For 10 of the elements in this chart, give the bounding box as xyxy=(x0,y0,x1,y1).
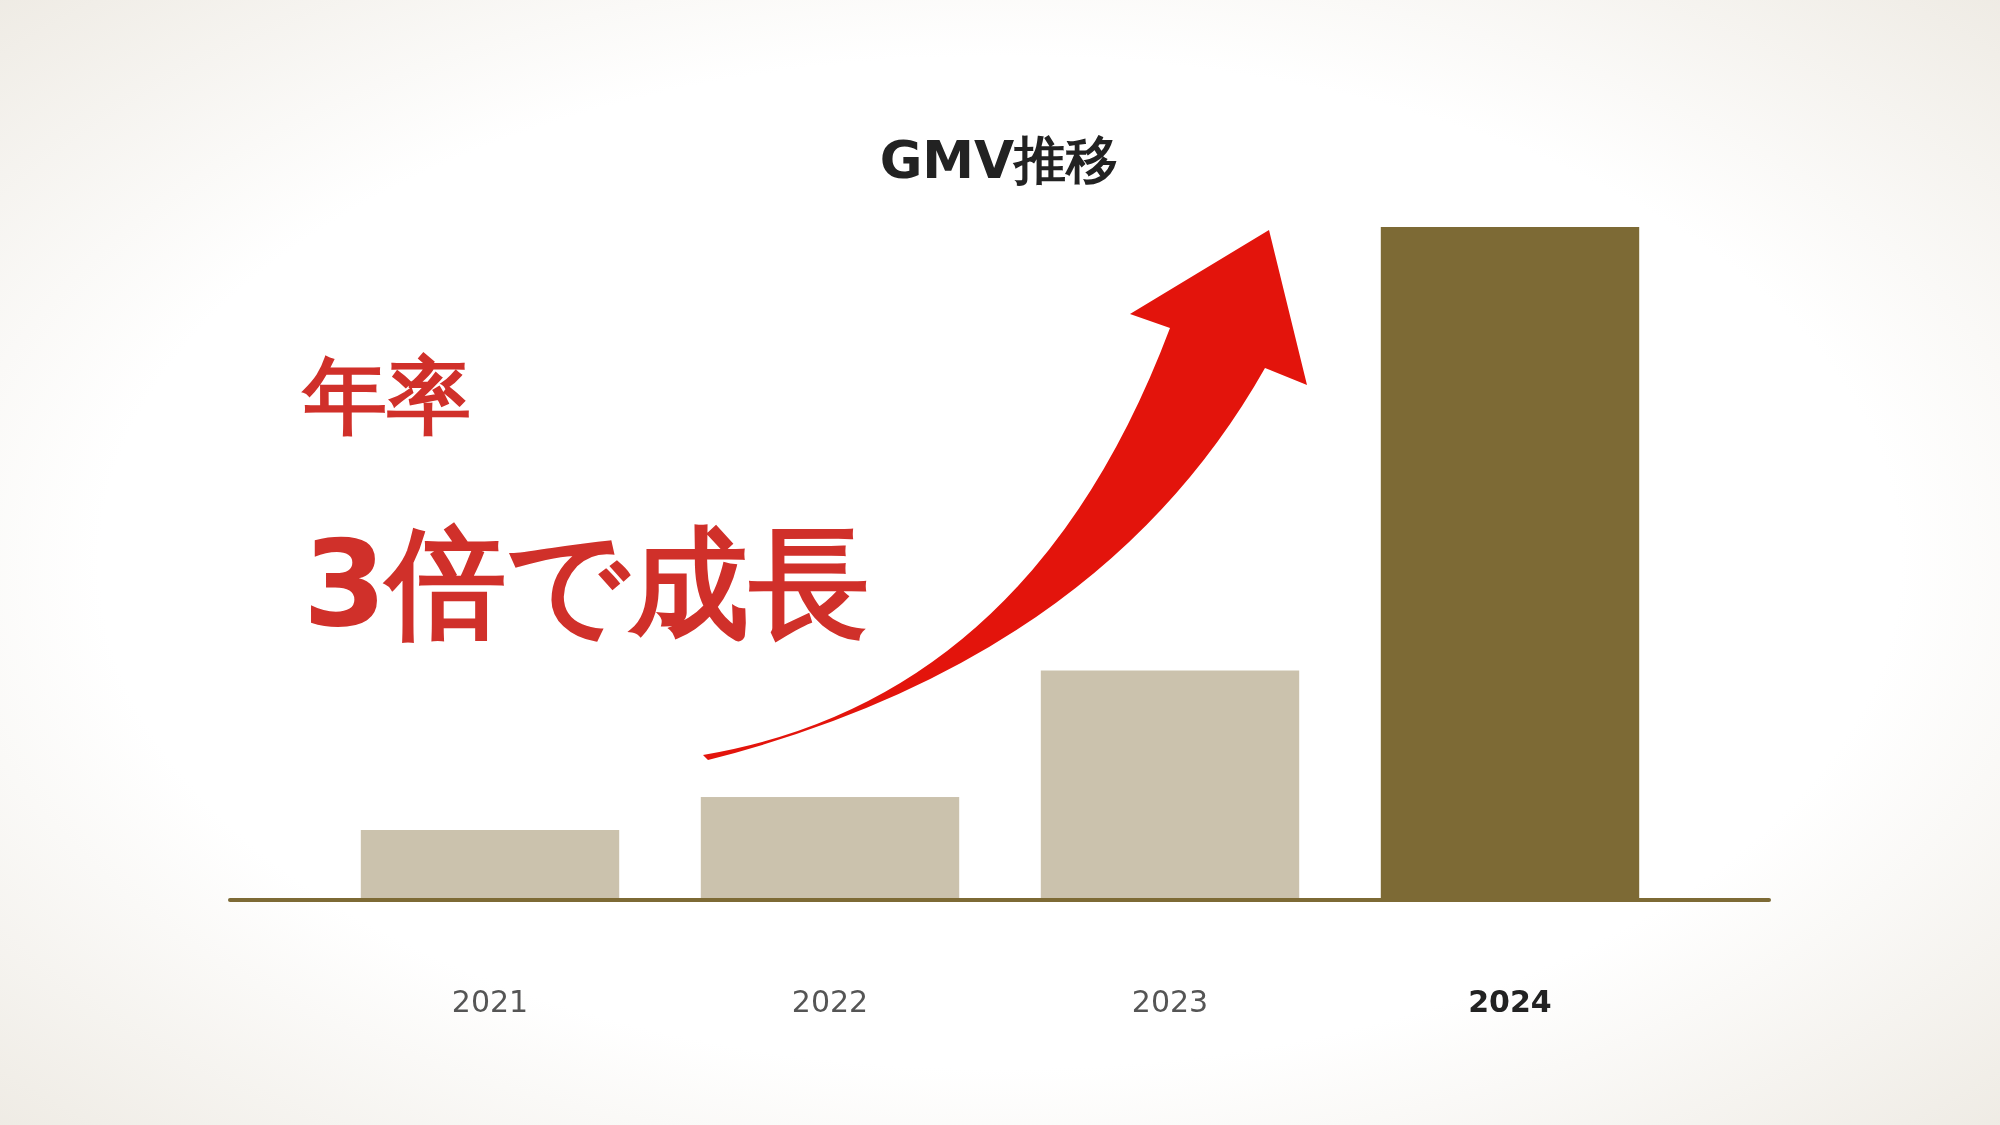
x-tick-label: 2022 xyxy=(791,984,869,1019)
bar xyxy=(1040,670,1300,900)
annotation: 3倍で成長 xyxy=(303,514,870,653)
x-tick-label: 2023 xyxy=(1131,984,1209,1019)
annotation: 年率 xyxy=(301,347,471,445)
chart-title: GMV推移 xyxy=(879,130,1119,190)
x-tick-label: 2021 xyxy=(451,984,529,1019)
bar xyxy=(700,797,960,900)
bar xyxy=(360,830,620,900)
x-tick-label: 2024 xyxy=(1468,984,1552,1019)
